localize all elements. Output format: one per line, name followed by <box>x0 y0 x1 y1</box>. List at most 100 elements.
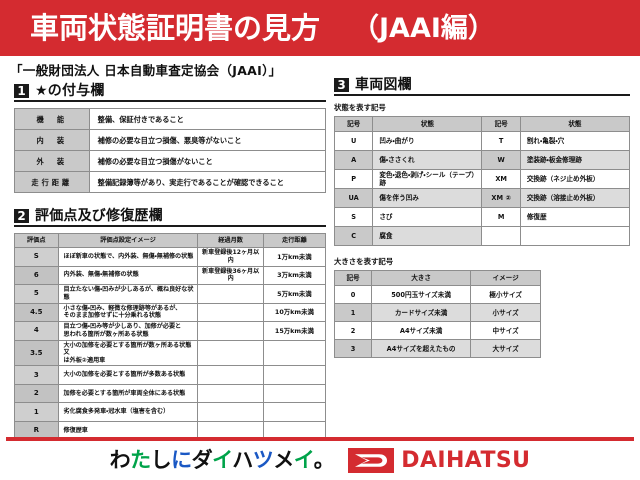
mileage-cell: 1万km未満 <box>262 247 327 267</box>
months-cell <box>197 284 264 304</box>
months-cell <box>197 402 264 422</box>
section-2-number: 2 <box>14 209 29 223</box>
column-header-symbol-left: 記号 <box>333 116 374 132</box>
table-row: A 傷・ささくれ W 塗装跡・板金修理跡 <box>333 150 631 170</box>
table-row: 2 加修を必要とする箇所が車両全体にある状態 <box>14 383 327 404</box>
desc-cell: 加修を必要とする箇所が車両全体にある状態 <box>57 383 199 404</box>
table-row: 外 装 補修の必要な目立つ損傷がないこと <box>14 150 327 172</box>
symbol-cell: S <box>333 207 374 228</box>
table-row: 2 A4サイズ未満 中サイズ <box>333 321 542 341</box>
months-cell <box>197 383 264 404</box>
months-cell <box>197 321 264 341</box>
symbol-cell: UA <box>333 188 374 209</box>
desc-cell: 劣化腐食多発車・冠水車（塩害を含む） <box>57 402 199 422</box>
score-cell: 4.5 <box>14 302 59 322</box>
column-header-desc: 評価点設定イメージ <box>57 233 199 248</box>
size-image-cell: 中サイズ <box>470 321 542 341</box>
state-cell: 変色・退色・剥げ・シール（テープ）跡 <box>372 168 483 190</box>
right-column: 3 車両図欄 状態を表す記号 記号 状態 記号 状態 U 凹み・曲がり T <box>333 78 631 359</box>
size-desc-cell: カードサイズ未満 <box>371 303 472 323</box>
state-symbol-rows: U 凹み・曲がり T 割れ・亀裂・穴 A 傷・ささくれ W 塗装跡・板金修理跡 … <box>333 131 631 247</box>
mileage-cell: 5万km未満 <box>262 284 327 304</box>
section-3-heading: 3 車両図欄 <box>334 78 630 96</box>
score-cell: 4 <box>14 321 59 341</box>
footer-right-gutter <box>634 437 640 480</box>
mileage-cell <box>262 402 327 422</box>
score-cell: 3.5 <box>14 339 59 367</box>
size-desc-cell: A4サイズを超えたもの <box>371 339 472 359</box>
table-header-row: 記号 大きさ イメージ <box>333 270 542 287</box>
size-symbols-caption: 大きさを表す記号 <box>334 257 394 267</box>
table-row: P 変色・退色・剥げ・シール（テープ）跡 XM 交換跡（ネジ止め外板） <box>333 168 631 190</box>
size-image-cell: 極小サイズ <box>470 285 542 305</box>
criteria-key: 外 装 <box>14 150 90 172</box>
daihatsu-logo: DAIHATSU <box>348 448 530 473</box>
footer-bar: わたしにダイハツメイ。 DAIHATSU <box>0 441 640 480</box>
daihatsu-d-mark-icon <box>348 448 395 473</box>
desc-cell: 内外装、無傷・無補修の状態 <box>57 265 199 285</box>
mileage-cell <box>262 383 327 404</box>
section-2-label: 評価点及び修復歴欄 <box>35 208 163 224</box>
column-header-months: 経過月数 <box>197 233 264 248</box>
state-cell: 修復歴 <box>519 207 631 228</box>
section-1-heading: 1 ★の付与欄 <box>14 84 326 102</box>
organization-subtitle: 「一般財団法人 日本自動車査定協会（JAAI）」 <box>10 63 282 78</box>
mileage-cell <box>262 339 327 367</box>
criteria-key: 走行距離 <box>14 171 90 193</box>
symbol-cell: A <box>333 150 374 170</box>
size-symbol-cell: 3 <box>333 339 373 359</box>
state-cell: 傷・ささくれ <box>372 150 483 170</box>
table-row: 5 目立たない傷・凹みが少しあるが、概ね良好な状態 5万km未満 <box>14 284 327 304</box>
column-header-score: 評価点 <box>14 233 59 248</box>
desc-cell: 目立たない傷・凹みが少しあるが、概ね良好な状態 <box>57 284 199 304</box>
table-row: 4.5 小さな傷・凹み、軽微な修理跡等があるが、 そのまま加修せずに十分乗れる状態… <box>14 302 327 322</box>
mileage-cell: 10万km未満 <box>262 302 327 322</box>
table-row: 0 500円玉サイズ未満 極小サイズ <box>333 285 542 305</box>
header-banner: 車両状態証明書の見方 （JAAI編） <box>0 0 640 56</box>
section-1-number: 1 <box>14 84 29 98</box>
symbol-cell: P <box>333 168 374 190</box>
state-cell: 傷を伴う凹み <box>372 188 483 209</box>
size-image-cell: 小サイズ <box>470 303 542 323</box>
table-row: S ほぼ新車の状態で、内外装、無傷・無補修の状態 新車登録後12ヶ月以内 1万k… <box>14 247 327 267</box>
table-row: 6 内外装、無傷・無補修の状態 新車登録後36ヶ月以内 3万km未満 <box>14 265 327 285</box>
section-3-label: 車両図欄 <box>355 77 412 93</box>
symbol-cell: T <box>481 131 521 151</box>
desc-cell: ほぼ新車の状態で、内外装、無傷・無補修の状態 <box>57 247 199 267</box>
state-cell: 腐食 <box>372 226 483 247</box>
symbol-cell: M <box>481 207 521 228</box>
column-header-state-right: 状態 <box>519 116 631 132</box>
table-row: S さび M 修復歴 <box>333 207 631 228</box>
table-row: 3.5 大小の加修を必要とする箇所が数ヶ所ある状態又 は外板②適用車 <box>14 339 327 367</box>
mileage-cell: 15万km未満 <box>262 321 327 341</box>
score-cell: 6 <box>14 265 59 285</box>
criteria-value: 補修の必要な目立つ損傷がないこと <box>88 150 327 172</box>
table-row: U 凹み・曲がり T 割れ・亀裂・穴 <box>333 131 631 151</box>
months-cell <box>197 339 264 367</box>
mileage-cell <box>262 420 327 441</box>
state-cell: さび <box>372 207 483 228</box>
footer-divider-rule <box>0 437 640 441</box>
state-cell: 塗装跡・板金修理跡 <box>519 150 631 170</box>
mileage-cell <box>262 365 327 385</box>
symbol-cell: XM ② <box>481 188 521 209</box>
state-symbol-table: 記号 状態 記号 状態 U 凹み・曲がり T 割れ・亀裂・穴 A 傷・ささくれ … <box>333 116 631 247</box>
page-title: 車両状態証明書の見方 <box>30 10 321 45</box>
size-symbol-cell: 1 <box>333 303 373 323</box>
evaluation-score-table: 評価点 評価点設定イメージ 経過月数 走行距離 S ほぼ新車の状態で、内外装、無… <box>14 233 327 441</box>
score-cell: R <box>14 420 59 441</box>
months-cell <box>197 302 264 322</box>
criteria-key: 内 装 <box>14 129 90 151</box>
left-column: 1 ★の付与欄 機 能 整備、保証付きであること 内 装 補修の必要な目立つ損傷… <box>14 84 327 466</box>
state-cell: 割れ・亀裂・穴 <box>519 131 631 151</box>
criteria-key: 機 能 <box>14 108 90 130</box>
size-image-cell: 大サイズ <box>470 339 542 359</box>
brand-tagline: わたしにダイハツメイ。 <box>109 448 335 472</box>
desc-cell: 大小の加修を必要とする箇所が数ヶ所ある状態又 は外板②適用車 <box>57 339 199 367</box>
size-symbol-cell: 2 <box>333 321 373 341</box>
size-symbol-table: 記号 大きさ イメージ 0 500円玉サイズ未満 極小サイズ 1 カードサイズ未… <box>333 270 542 359</box>
star-criteria-table: 機 能 整備、保証付きであること 内 装 補修の必要な目立つ損傷、悪臭等がないこ… <box>14 108 327 193</box>
column-header-symbol-right: 記号 <box>481 116 521 132</box>
column-header-state-left: 状態 <box>372 116 483 132</box>
